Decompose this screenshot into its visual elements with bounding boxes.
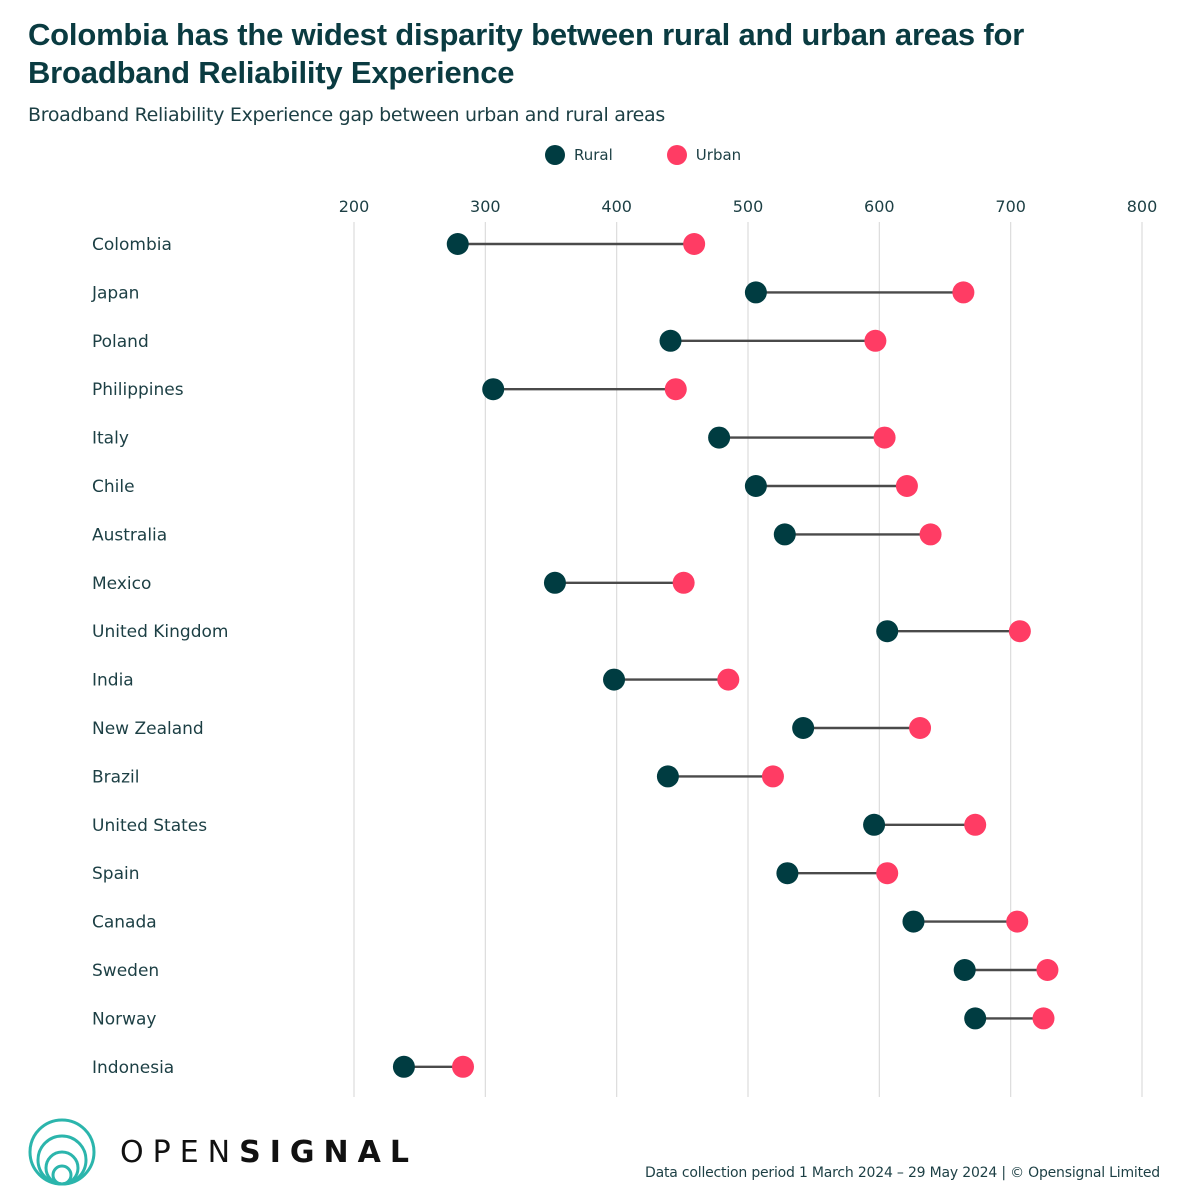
rural-point-japan xyxy=(744,281,767,304)
country-label-philippines: Philippines xyxy=(92,380,184,400)
dumbbell-sweden xyxy=(953,959,1059,981)
dumbbell-canada xyxy=(902,910,1029,933)
country-label-italy: Italy xyxy=(92,429,129,449)
chart-title: Colombia has the widest disparity betwee… xyxy=(28,17,1025,90)
country-label-indonesia: Indonesia xyxy=(92,1058,174,1078)
dumbbell-indonesia xyxy=(392,1055,475,1078)
rural-point-chile xyxy=(744,475,767,497)
country-label-japan: Japan xyxy=(91,283,139,303)
urban-point-united-kingdom xyxy=(1008,620,1031,643)
country-label-canada: Canada xyxy=(92,913,157,933)
chart-subtitle: Broadband Reliability Experience gap bet… xyxy=(28,104,665,126)
country-label-india: India xyxy=(92,671,134,691)
dumbbell-spain xyxy=(776,862,899,885)
dumbbell-marks xyxy=(392,233,1059,1078)
rural-point-colombia xyxy=(446,233,469,255)
urban-point-mexico xyxy=(672,571,695,594)
urban-dot-icon xyxy=(666,145,687,165)
x-tick-label-700: 700 xyxy=(995,197,1026,216)
country-label-norway: Norway xyxy=(92,1009,157,1029)
rural-point-norway xyxy=(964,1007,987,1030)
dumbbell-colombia xyxy=(446,233,706,255)
rural-point-sweden xyxy=(953,959,976,981)
rural-point-united-kingdom xyxy=(876,620,899,643)
country-label-colombia: Colombia xyxy=(92,235,172,255)
dumbbell-italy xyxy=(708,426,896,449)
legend-label-rural: Rural xyxy=(574,146,613,164)
country-label-united-states: United States xyxy=(92,816,207,836)
dumbbell-united-kingdom xyxy=(876,620,1031,643)
legend-item-rural: Rural xyxy=(545,145,613,165)
urban-point-australia xyxy=(919,523,942,546)
urban-point-poland xyxy=(864,329,887,352)
x-axis-ticks: 200 300 400 500 600 700 800 xyxy=(339,197,1158,216)
urban-point-chile xyxy=(895,475,918,497)
country-label-brazil: Brazil xyxy=(92,767,139,787)
legend-item-urban: Urban xyxy=(666,145,742,165)
gridlines xyxy=(353,222,1143,1097)
country-label-australia: Australia xyxy=(92,525,167,545)
urban-point-italy xyxy=(873,426,896,449)
dumbbell-japan xyxy=(744,281,975,304)
country-label-united-kingdom: United Kingdom xyxy=(92,622,228,642)
rural-point-indonesia xyxy=(392,1055,415,1078)
country-label-sweden: Sweden xyxy=(92,961,159,981)
dumbbell-philippines xyxy=(482,378,687,401)
legend-label-urban: Urban xyxy=(695,146,742,164)
rural-point-philippines xyxy=(482,378,505,401)
urban-point-indonesia xyxy=(452,1055,475,1078)
x-tick-label-400: 400 xyxy=(601,197,632,216)
opensignal-rings-icon xyxy=(28,1118,96,1186)
x-tick-label-500: 500 xyxy=(733,197,764,216)
country-label-mexico: Mexico xyxy=(92,574,151,594)
country-label-poland: Poland xyxy=(92,332,149,352)
urban-point-colombia xyxy=(683,233,706,255)
dumbbell-mexico xyxy=(543,571,695,594)
rural-point-australia xyxy=(773,523,796,546)
dumbbell-united-states xyxy=(863,813,987,836)
rural-point-italy xyxy=(708,426,731,449)
country-labels: Colombia Japan Poland Philippines Italy Chile… xyxy=(91,235,228,1078)
x-tick-label-600: 600 xyxy=(864,197,895,216)
country-label-chile: Chile xyxy=(92,477,135,497)
urban-point-united-states xyxy=(964,813,987,836)
urban-point-norway xyxy=(1032,1007,1055,1030)
dumbbell-new-zealand xyxy=(792,717,932,739)
data-collection-note: Data collection period 1 March 2024 – 29… xyxy=(645,1165,1160,1181)
urban-point-canada xyxy=(1006,910,1029,933)
rural-point-india xyxy=(603,668,626,691)
logo-wordmark: OPENSIGNAL xyxy=(120,1135,418,1170)
dumbbell-poland xyxy=(659,329,887,352)
x-tick-label-300: 300 xyxy=(470,197,501,216)
x-tick-label-200: 200 xyxy=(339,197,370,216)
rural-point-united-states xyxy=(863,813,886,836)
urban-point-brazil xyxy=(761,765,784,788)
urban-point-philippines xyxy=(664,378,687,401)
country-label-new-zealand: New Zealand xyxy=(92,719,204,739)
urban-point-sweden xyxy=(1036,959,1059,981)
urban-point-japan xyxy=(952,281,975,304)
opensignal-logo: OPENSIGNAL xyxy=(28,1118,418,1186)
urban-point-new-zealand xyxy=(909,717,932,739)
urban-point-spain xyxy=(876,862,899,885)
logo-wordmark-open: OPEN xyxy=(120,1134,240,1170)
dumbbell-australia xyxy=(773,523,942,546)
rural-dot-icon xyxy=(545,145,565,165)
dumbbell-india xyxy=(603,668,740,691)
dumbbell-brazil xyxy=(656,765,784,788)
legend: Rural Urban xyxy=(545,145,795,165)
urban-point-india xyxy=(717,668,740,691)
rural-point-mexico xyxy=(543,571,566,594)
rural-point-canada xyxy=(902,910,925,933)
rural-point-spain xyxy=(776,862,799,885)
dumbbell-norway xyxy=(964,1007,1055,1030)
dumbbell-chile xyxy=(744,475,918,497)
logo-wordmark-signal: SIGNAL xyxy=(239,1134,418,1170)
rural-point-new-zealand xyxy=(792,717,815,739)
country-label-spain: Spain xyxy=(92,864,140,884)
rural-point-poland xyxy=(659,329,682,352)
rural-point-brazil xyxy=(656,765,679,788)
x-tick-label-800: 800 xyxy=(1127,197,1158,216)
